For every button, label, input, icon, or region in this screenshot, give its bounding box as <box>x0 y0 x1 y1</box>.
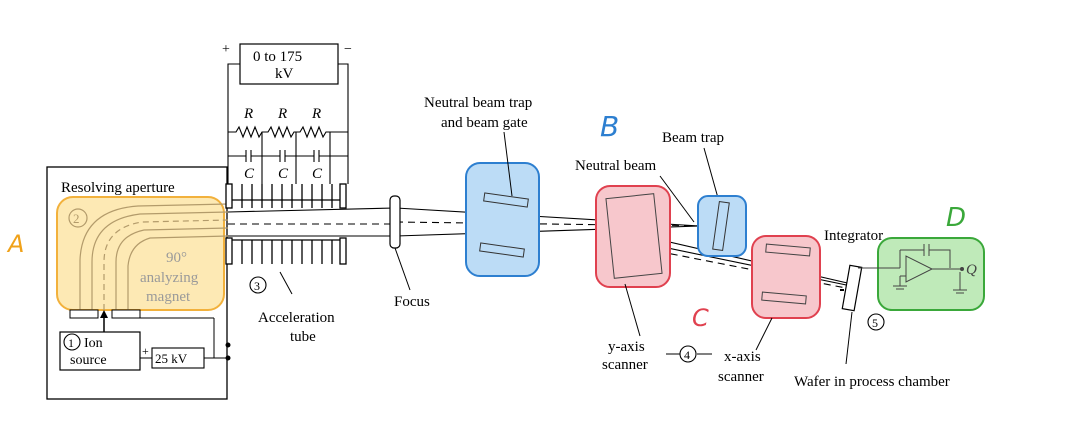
ion-beam-arrow <box>100 310 108 318</box>
wafer-label: Wafer in process chamber <box>794 374 950 390</box>
y-scanner-label-line2: scanner <box>602 357 648 373</box>
power-supply-plus: + <box>222 42 230 57</box>
wafer <box>841 264 863 312</box>
magnet-label-line1: 90° <box>166 250 187 266</box>
focus-label: Focus <box>394 294 430 310</box>
c-label-3: C <box>312 166 323 182</box>
power-supply-line1: 0 to 175 <box>253 49 302 65</box>
number-2-circle <box>68 208 88 228</box>
ion-supply-label: 25 kV <box>155 351 188 366</box>
capacitor-chain <box>228 132 348 184</box>
power-supply-line2: kV <box>275 66 294 82</box>
source-enclosure <box>46 166 228 400</box>
neutral-trap-label-line2: and beam gate <box>441 115 528 131</box>
x-scanner-label-line1: x-axis <box>724 349 761 365</box>
q-label: Q <box>966 262 977 278</box>
slit-right <box>111 309 141 319</box>
annotation-a: A <box>6 230 24 258</box>
ion-source-label-line1: Ion <box>84 336 103 351</box>
neutral-trap-plate <box>479 242 525 258</box>
resolving-aperture-label: Resolving aperture <box>61 180 175 196</box>
number-4-circle <box>679 345 697 363</box>
r-label-1: R <box>243 106 253 122</box>
accel-tube-label-line1: Acceleration <box>258 310 335 326</box>
magnet-paths <box>79 203 229 310</box>
c-label-2: C <box>278 166 289 182</box>
ion-source-box <box>59 331 141 371</box>
power-supply-box <box>239 43 339 85</box>
number-1: 1 <box>68 336 74 350</box>
highlight-d <box>877 237 985 311</box>
neutral-trap-label-line1: Neutral beam trap <box>424 95 532 111</box>
focus-lens <box>389 195 401 249</box>
beam-trap-label: Beam trap <box>662 130 724 146</box>
r-label-3: R <box>311 106 321 122</box>
ion-source-label-line2: source <box>70 353 107 368</box>
ion-supply-plus: + <box>142 344 149 358</box>
slit-left <box>69 309 99 319</box>
c-label-1: C <box>244 166 255 182</box>
integrator-label: Integrator <box>824 228 883 244</box>
magnet-label-line3: magnet <box>146 289 191 305</box>
beam-trap-plate <box>712 200 730 252</box>
accel-tube-label-line2: tube <box>290 329 316 345</box>
annotation-c: C <box>692 304 709 332</box>
y-scanner-plates <box>605 193 663 279</box>
annotation-b: B <box>600 110 619 143</box>
number-3-circle <box>249 276 267 294</box>
x-scanner-plate-bottom <box>761 291 807 305</box>
r-label-2: R <box>277 106 287 122</box>
x-scanner-label-line2: scanner <box>718 369 764 385</box>
number-1-circle <box>63 333 81 351</box>
number-4: 4 <box>684 348 690 362</box>
number-5-circle <box>867 313 885 331</box>
annotation-d: D <box>946 203 966 233</box>
beam-gate-plate <box>483 192 529 208</box>
number-5: 5 <box>872 316 878 330</box>
number-3: 3 <box>254 279 260 293</box>
neutral-beam-label: Neutral beam <box>575 158 657 174</box>
number-2: 2 <box>73 211 80 226</box>
integrator-circuit <box>858 244 967 294</box>
acceleration-tube <box>225 183 347 265</box>
x-scanner-plate-top <box>765 243 811 257</box>
highlight-b <box>465 162 540 277</box>
highlight-c-y <box>595 185 671 288</box>
magnet-label-line2: analyzing <box>140 270 199 286</box>
y-scanner-label-line1: y-axis <box>608 339 645 355</box>
power-supply-minus: − <box>344 42 352 57</box>
resistor-chain <box>228 125 348 139</box>
